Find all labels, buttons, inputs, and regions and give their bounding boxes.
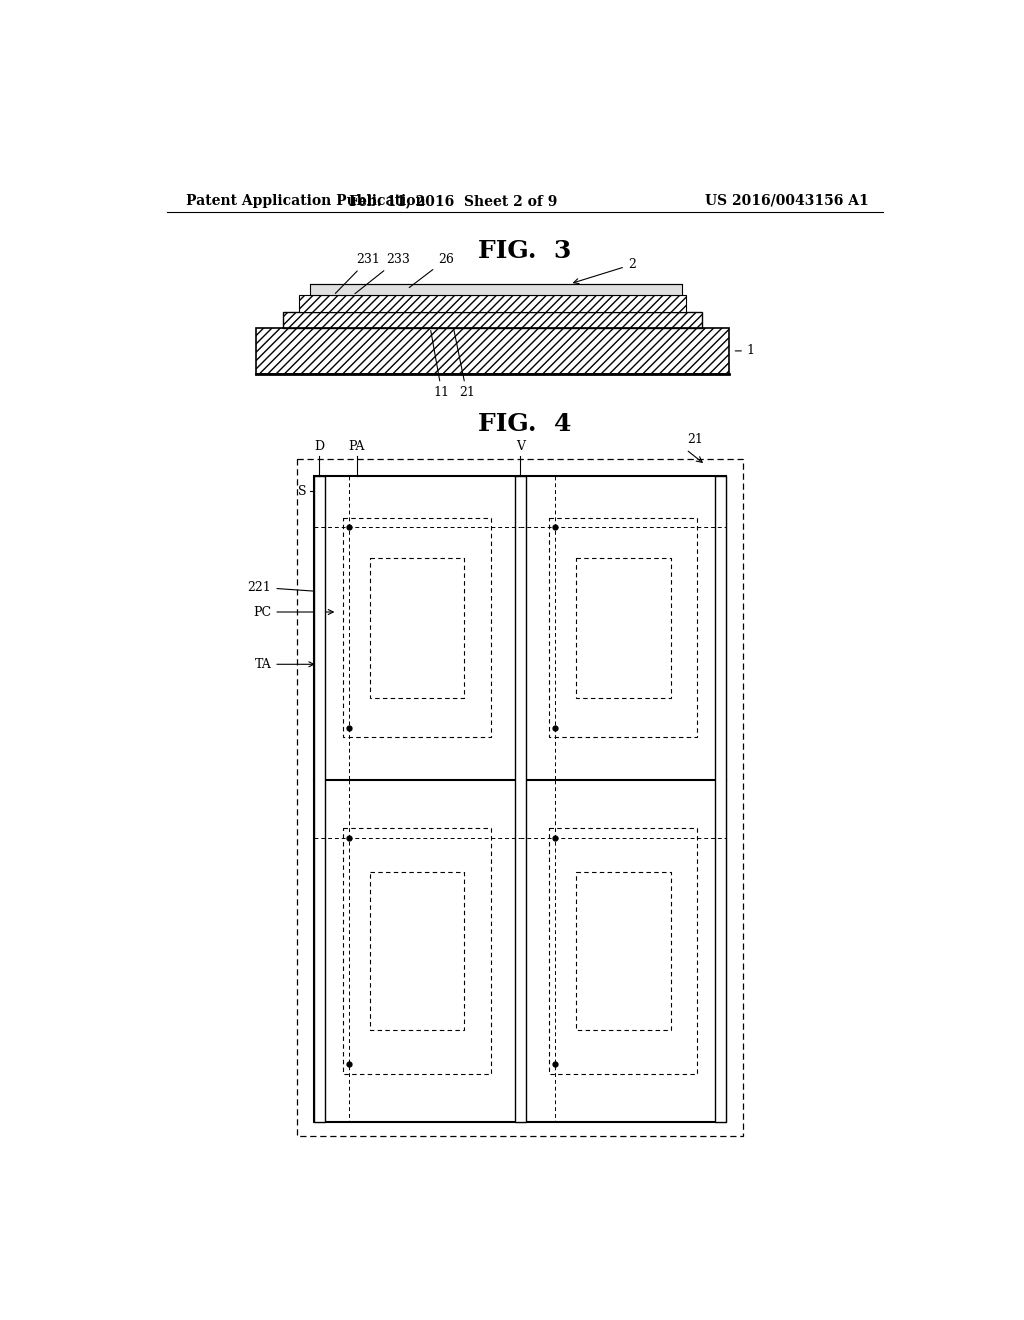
Text: 233: 233 [355, 253, 410, 294]
Bar [314, 475, 325, 1122]
Text: 221: 221 [248, 581, 312, 594]
Bar [343, 828, 492, 1074]
Text: 21: 21 [454, 330, 474, 400]
Bar [716, 475, 726, 1122]
Text: V: V [516, 440, 524, 453]
Text: PA: PA [348, 440, 365, 453]
Bar [370, 873, 465, 1030]
Bar [310, 284, 682, 296]
Bar [515, 475, 525, 1122]
Text: FIG.  3: FIG. 3 [478, 239, 571, 263]
Bar [370, 558, 465, 698]
Text: 1: 1 [746, 345, 755, 358]
Bar [575, 873, 671, 1030]
Text: 2: 2 [573, 259, 636, 284]
Bar [549, 519, 697, 737]
Bar [343, 519, 492, 737]
Bar [299, 296, 686, 313]
Text: US 2016/0043156 A1: US 2016/0043156 A1 [705, 194, 868, 207]
Text: PC: PC [253, 606, 333, 619]
Text: FIG.  4: FIG. 4 [478, 412, 571, 436]
Bar [297, 459, 742, 1137]
Text: D: D [314, 440, 325, 453]
Text: 11: 11 [431, 330, 450, 400]
Text: Patent Application Publication: Patent Application Publication [186, 194, 426, 207]
Text: S: S [298, 484, 306, 498]
Bar [256, 327, 729, 374]
Text: 231: 231 [335, 253, 380, 293]
Bar [575, 558, 671, 698]
Text: Feb. 11, 2016  Sheet 2 of 9: Feb. 11, 2016 Sheet 2 of 9 [349, 194, 558, 207]
Text: 26: 26 [410, 253, 454, 288]
Text: 21: 21 [687, 433, 703, 446]
Bar [314, 475, 726, 1122]
Bar [549, 828, 697, 1074]
Text: TA: TA [255, 657, 314, 671]
Bar [283, 313, 701, 327]
